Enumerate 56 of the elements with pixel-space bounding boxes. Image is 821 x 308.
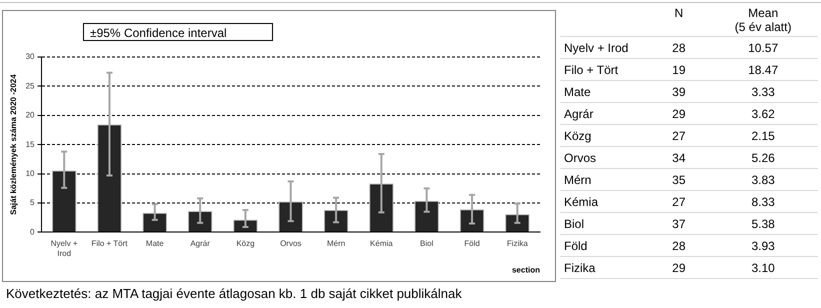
- data-label: 29: [649, 102, 708, 124]
- x-tick-label: Mate: [146, 239, 164, 248]
- data-label: 3.93: [708, 234, 818, 256]
- data-label: 27: [649, 190, 708, 212]
- x-tick-label: Föld: [464, 239, 480, 248]
- category-label: Orvos: [560, 146, 650, 168]
- y-tick-label: 30: [26, 52, 36, 62]
- category-label: Közg: [560, 124, 650, 146]
- data-label: 8.33: [708, 190, 818, 212]
- data-label: 18.47: [708, 58, 818, 80]
- data-label: 5.26: [708, 146, 818, 168]
- data-label: 3.10: [708, 256, 818, 278]
- data-label: 27: [649, 124, 708, 146]
- data-label: 2.15: [708, 124, 818, 146]
- x-tick-label: Kémia: [370, 239, 394, 248]
- y-tick-label: 25: [26, 81, 36, 90]
- data-label: 3.62: [708, 102, 818, 124]
- data-label: 28: [649, 36, 708, 58]
- data-label: 29: [649, 256, 708, 278]
- category-label: Fizika: [560, 256, 650, 278]
- x-tick-label: Nyelv + Irod: [50, 239, 78, 258]
- x-tick-label: Mérn: [326, 239, 346, 248]
- y-tick-label: 15: [26, 140, 36, 149]
- category-label: Mérn: [560, 168, 650, 190]
- data-label: 34: [649, 146, 708, 168]
- text: N: [649, 4, 708, 36]
- text: Mean (5 év alatt): [708, 4, 818, 36]
- x-axis-title: section: [512, 265, 540, 274]
- x-tick-label: Biol: [420, 239, 434, 248]
- y-tick-label: 20: [26, 110, 36, 120]
- data-label: 28: [649, 234, 708, 256]
- y-tick-label: 5: [30, 198, 36, 208]
- y-axis-title: Saját közlemények száma 2020 -2024: [9, 74, 18, 215]
- data-label: 5.38: [708, 212, 818, 234]
- category-label: Filo + Tört: [560, 58, 650, 80]
- category-label: Mate: [560, 80, 650, 102]
- data-label: 37: [649, 212, 708, 234]
- text: ±95% Confidence interval: [83, 23, 273, 41]
- category-label: Kémia: [560, 190, 650, 212]
- x-tick-label: Közg: [236, 239, 255, 248]
- data-label: 10.57: [708, 36, 818, 58]
- data-label: 3.33: [708, 80, 818, 102]
- data-label: 35: [649, 168, 708, 190]
- y-tick-label: 0: [30, 227, 36, 236]
- data-label: 19: [649, 58, 708, 80]
- category-label: Agrár: [560, 102, 650, 124]
- x-tick-label: Agrár: [190, 239, 210, 248]
- y-tick-label: 10: [26, 169, 36, 178]
- data-label: 3.83: [708, 168, 818, 190]
- x-tick-label: Fizika: [506, 239, 528, 248]
- category-label: Nyelv + Irod: [560, 36, 650, 58]
- x-tick-label: Filo + Tört: [91, 239, 128, 248]
- text: Következtetés: az MTA tagjai évente átlagosan kb. 1 db saját cikket publikálnak: [6, 286, 462, 301]
- category-label: Biol: [560, 212, 650, 234]
- data-label: 39: [649, 80, 708, 102]
- x-tick-label: Orvos: [280, 239, 302, 248]
